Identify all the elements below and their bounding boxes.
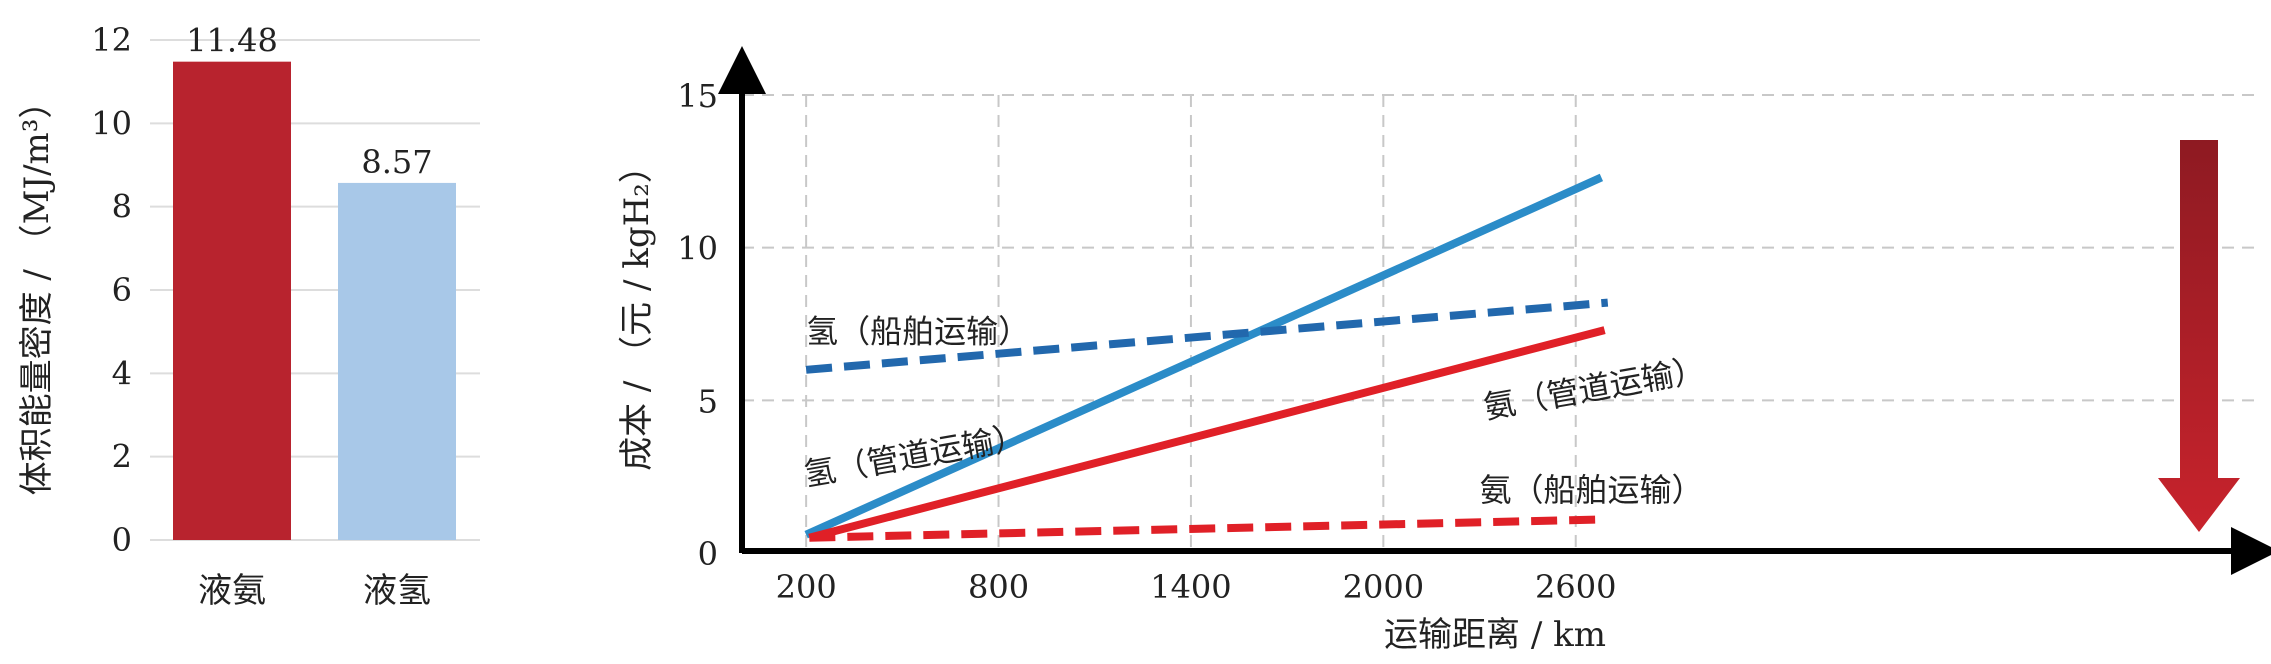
bar-value-label: 8.57 <box>361 143 432 181</box>
line-x-tick-label: 200 <box>776 568 837 606</box>
line-x-tick-label: 1400 <box>1150 568 1231 606</box>
bar-y-tick-label: 8 <box>112 188 132 226</box>
line-x-axis-label: 运输距离 / km <box>1384 615 1606 655</box>
line-y-tick-label: 0 <box>698 535 718 573</box>
bar-y-tick-label: 0 <box>112 521 132 559</box>
series-label-4: 氨（船舶运输） <box>1480 471 1704 509</box>
line-x-tick-label: 800 <box>968 568 1029 606</box>
bar-y-tick-label: 10 <box>91 104 132 142</box>
bar-2 <box>338 182 456 540</box>
line-y-tick-label: 5 <box>698 382 718 420</box>
bar-category-label: 液氢 <box>363 571 431 611</box>
series-label-2: 氢（船舶运输） <box>806 312 1030 350</box>
down-arrow-icon <box>2158 140 2240 532</box>
line-x-tick-label: 2600 <box>1535 568 1616 606</box>
line-x-tick-label: 2000 <box>1343 568 1424 606</box>
bar-y-tick-label: 2 <box>112 438 132 476</box>
line-x-ticks: 200 800 1400 2000 2600 <box>776 568 1617 606</box>
bar-value-label: 11.48 <box>186 22 278 60</box>
bar-chart: 0 2 4 6 8 10 12 11.48 8.57 液氨 液氢 体积能量密度 / （MJ/m³… <box>17 21 480 611</box>
bar-y-axis-label: 体积能量密度 / （MJ/m³） <box>17 85 57 496</box>
series-line-3 <box>808 326 1606 542</box>
series-line-1 <box>804 173 1604 539</box>
bar-1 <box>173 61 291 541</box>
bar-x-categories: 液氨 液氢 <box>198 571 431 611</box>
bar-y-ticks: 0 2 4 6 8 10 12 <box>91 21 132 559</box>
bar-y-tick-label: 12 <box>91 21 132 59</box>
series-label-3: 氨（管道运输） <box>1481 350 1708 426</box>
line-y-tick-label: 10 <box>677 230 718 268</box>
bar-category-label: 液氨 <box>198 571 266 611</box>
line-y-ticks: 0 5 10 15 <box>677 77 718 573</box>
line-series <box>804 173 1609 542</box>
series-line-4 <box>809 515 1605 542</box>
bar-y-tick-label: 4 <box>112 354 132 392</box>
line-y-axis-label: 成本 / （元 / kgH₂） <box>617 149 657 471</box>
bar-bars: 11.48 8.57 <box>173 22 456 541</box>
series-line-2 <box>805 298 1609 374</box>
line-y-tick-label: 15 <box>677 77 718 115</box>
bar-y-tick-label: 6 <box>112 271 132 309</box>
